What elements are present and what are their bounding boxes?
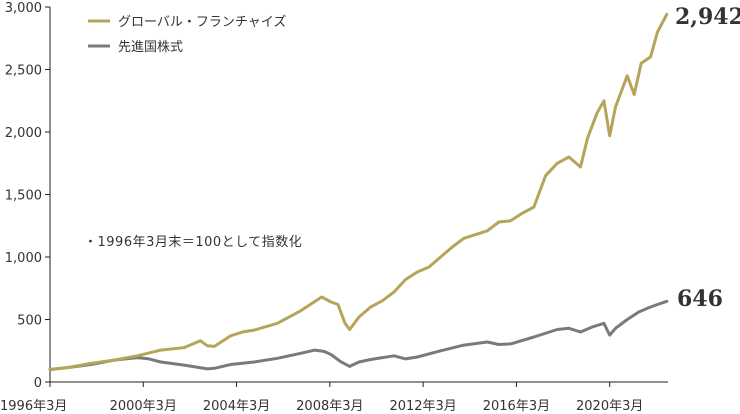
end-label-franchise: 2,942 xyxy=(675,4,740,30)
y-tick-label: 2,500 xyxy=(5,64,42,79)
legend-label-developed: 先進国株式 xyxy=(118,40,183,55)
y-tick-label: 2,000 xyxy=(5,126,42,141)
x-tick-label: 2016年3月 xyxy=(483,399,550,414)
x-tick-label: 2004年3月 xyxy=(203,399,270,414)
series-line-developed xyxy=(48,299,669,371)
axes: 3,000 2,500 2,000 1,500 1,000 500 0 1996年3月 2000… xyxy=(0,1,668,414)
legend: グローバル・フランチャイズ 先進国株式 xyxy=(88,14,286,55)
x-tick-label: 2012年3月 xyxy=(389,399,456,414)
y-tick-label: 0 xyxy=(34,376,42,391)
index-note: ・1996年3月末＝100として指数化 xyxy=(84,235,302,250)
x-tick-label: 1996年3月 xyxy=(0,399,67,414)
legend-label-franchise: グローバル・フランチャイズ xyxy=(118,14,286,30)
x-tick-label: 2008年3月 xyxy=(296,399,363,414)
x-tick-label: 2020年3月 xyxy=(576,399,643,414)
x-tick-label: 2000年3月 xyxy=(110,399,177,414)
y-tick-label: 1,500 xyxy=(5,189,42,204)
y-tick-label: 3,000 xyxy=(5,1,42,16)
series-lines xyxy=(48,12,669,371)
y-tick-label: 1,000 xyxy=(5,251,42,266)
end-label-developed: 646 xyxy=(677,286,723,312)
series-line-franchise xyxy=(48,12,669,371)
y-tick-label: 500 xyxy=(17,314,42,329)
